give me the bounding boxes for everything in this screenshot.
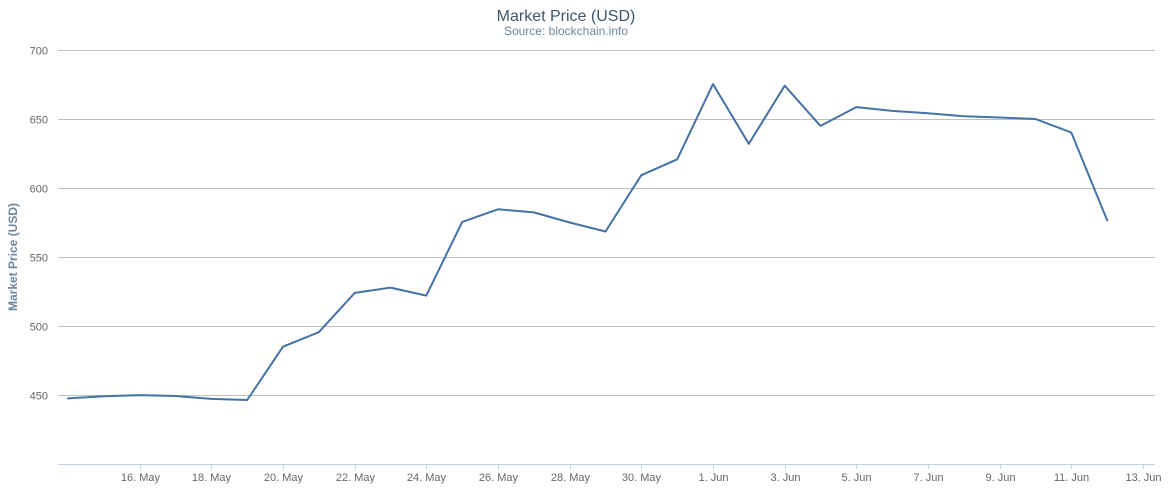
x-tick-label: 3. Jun: [771, 472, 801, 484]
series-layer: [67, 83, 1109, 401]
x-tick-label: 7. Jun: [914, 472, 944, 484]
x-tick-label: 26. May: [479, 472, 519, 484]
x-tick-label: 24. May: [407, 472, 447, 484]
x-tick-label: 20. May: [264, 472, 304, 484]
y-axis-label: Market Price (USD): [6, 203, 20, 311]
axis-layer: 450 500 550 600 650 700 16. May 18. May 20. May 2…: [30, 46, 1162, 485]
x-tick-label: 9. Jun: [986, 472, 1016, 484]
x-tick-label: 18. May: [192, 472, 232, 484]
chart-subtitle: Source: blockchain.info: [504, 24, 628, 38]
x-tick-label: 28. May: [551, 472, 591, 484]
price-series-line: [67, 83, 1109, 401]
grid-layer: [58, 50, 1155, 396]
y-tick-label: 600: [30, 184, 48, 196]
x-tick-label: 30. May: [622, 472, 662, 484]
y-tick-label: 500: [30, 322, 48, 334]
y-tick-label: 550: [30, 253, 48, 265]
chart-title: Market Price (USD): [497, 8, 636, 25]
x-tick-label: 5. Jun: [842, 472, 872, 484]
y-tick-label: 700: [30, 46, 48, 58]
y-tick-label: 650: [30, 115, 48, 127]
x-tick-label: 1. Jun: [699, 472, 729, 484]
x-tick-label: 11. Jun: [1054, 472, 1089, 484]
x-tick-label: 22. May: [336, 472, 376, 484]
y-tick-label: 450: [30, 391, 48, 403]
x-tick-label: 16. May: [121, 472, 161, 484]
x-tick-label: 13. Jun: [1125, 472, 1161, 484]
